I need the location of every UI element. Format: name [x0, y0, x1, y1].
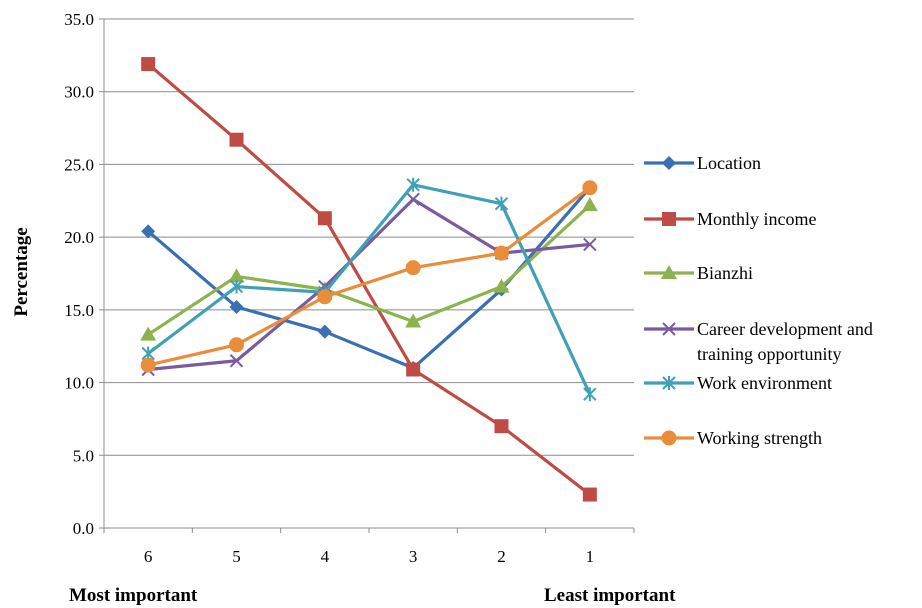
data-point [229, 299, 244, 314]
series-working-strength [140, 180, 598, 373]
series-monthly-income [141, 57, 597, 502]
legend-entry: Location [644, 153, 761, 173]
legend-label: Career development and [697, 319, 873, 339]
x-tick-label: 2 [497, 547, 506, 566]
data-point [141, 57, 156, 72]
series-line [147, 62, 591, 496]
data-point [317, 211, 332, 226]
legend-entry: Working strength [644, 428, 822, 448]
y-tick-label: 25.0 [64, 155, 94, 174]
x-tick-label: 1 [586, 547, 595, 566]
legend-marker [661, 265, 677, 279]
legend-entry: Work environment [644, 373, 832, 393]
legend-entry: Monthly income [644, 209, 817, 229]
series-bianzhi [140, 197, 598, 341]
x-tick-labels: 6 5 4 3 2 1 [144, 547, 594, 566]
legend-marker [661, 430, 677, 446]
series-line [147, 203, 591, 336]
series-line [147, 186, 591, 367]
legend-label: Location [697, 153, 761, 173]
data-point [229, 337, 244, 353]
y-tick-label: 35.0 [64, 10, 94, 29]
legend-entry: Bianzhi [644, 263, 753, 283]
y-tick-label: 15.0 [64, 301, 94, 320]
data-point [229, 354, 244, 368]
series-line [148, 197, 590, 372]
gridlines [104, 18, 634, 456]
series-work-environment [141, 177, 597, 402]
data-point [317, 324, 332, 339]
data-point [229, 132, 244, 147]
data-point [140, 326, 157, 341]
data-point [583, 387, 597, 402]
data-point [406, 362, 421, 377]
data-point [405, 313, 422, 328]
y-tick-label: 20.0 [64, 228, 94, 247]
data-point [494, 196, 509, 211]
legend-marker [662, 322, 676, 336]
data-point [317, 289, 333, 305]
y-tick-label: 0.0 [73, 519, 94, 538]
data-point [141, 224, 156, 239]
data-point [494, 419, 509, 434]
data-point [581, 197, 598, 212]
y-tick-label: 30.0 [64, 83, 94, 102]
legend-label: Monthly income [697, 209, 817, 229]
x-tick-label: 6 [144, 547, 153, 566]
legend-marker [662, 212, 676, 226]
data-point [228, 268, 245, 283]
legend-entry: Career development and training opportuni… [644, 319, 873, 364]
x-tick-label: 4 [321, 547, 330, 566]
y-tick-label: 10.0 [64, 374, 94, 393]
series-line [147, 183, 592, 395]
data-point [140, 357, 156, 373]
legend-label: Bianzhi [697, 263, 753, 283]
data-point [405, 260, 421, 276]
legend-marker [662, 376, 676, 390]
data-point [582, 487, 597, 502]
data-point [494, 245, 509, 261]
y-tick-label: 5.0 [73, 446, 94, 465]
data-point [229, 279, 244, 294]
y-axis-label: Percentage [11, 227, 32, 316]
series-group [140, 57, 598, 502]
legend-label: Working strength [697, 428, 822, 448]
legend-label: training opportunity [697, 344, 841, 364]
legend-marker [662, 156, 676, 170]
data-point [406, 177, 420, 192]
x-tick-label: 3 [409, 547, 418, 566]
legend-label: Work environment [697, 373, 832, 393]
series-location [141, 180, 597, 376]
y-tick-labels: 0.0 5.0 10.0 15.0 20.0 25.0 30.0 35.0 [64, 10, 94, 538]
footer-most-important: Most important [69, 585, 198, 606]
data-point [583, 237, 597, 252]
x-tick-label: 5 [232, 547, 241, 566]
footer-least-important: Least important [544, 585, 676, 606]
legend: Location Monthly income Bianzhi Career deve… [644, 153, 873, 448]
data-point [582, 180, 598, 196]
series-line [147, 186, 592, 370]
data-point [493, 278, 510, 293]
axes [99, 18, 635, 533]
data-point [406, 192, 420, 207]
